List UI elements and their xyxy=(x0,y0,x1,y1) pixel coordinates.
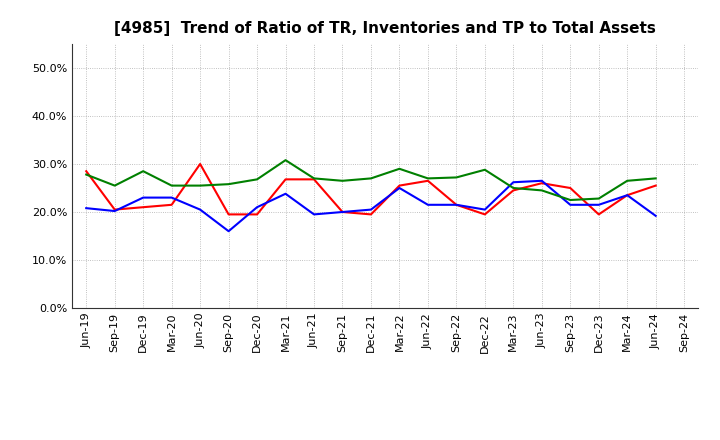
Line: Inventories: Inventories xyxy=(86,181,656,231)
Inventories xyxy=(167,195,176,200)
Trade Receivables xyxy=(338,209,347,215)
Trade Payables xyxy=(139,169,148,174)
Inventories xyxy=(310,212,318,217)
Trade Receivables xyxy=(366,212,375,217)
Trade Payables xyxy=(110,183,119,188)
Trade Receivables xyxy=(395,183,404,188)
Trade Payables xyxy=(652,176,660,181)
Inventories xyxy=(82,205,91,211)
Trade Payables xyxy=(423,176,432,181)
Inventories xyxy=(652,213,660,219)
Inventories xyxy=(537,178,546,183)
Trade Payables xyxy=(167,183,176,188)
Inventories xyxy=(338,209,347,215)
Trade Payables xyxy=(452,175,461,180)
Inventories xyxy=(196,207,204,212)
Line: Trade Payables: Trade Payables xyxy=(86,160,656,200)
Inventories xyxy=(566,202,575,207)
Trade Payables xyxy=(595,196,603,201)
Trade Receivables xyxy=(110,207,119,212)
Trade Receivables xyxy=(566,185,575,191)
Inventories xyxy=(452,202,461,207)
Trade Payables xyxy=(366,176,375,181)
Trade Receivables xyxy=(480,212,489,217)
Trade Payables xyxy=(225,182,233,187)
Inventories xyxy=(423,202,432,207)
Trade Payables xyxy=(253,177,261,182)
Trade Receivables xyxy=(82,169,91,174)
Trade Receivables xyxy=(253,212,261,217)
Trade Payables xyxy=(82,172,91,177)
Trade Receivables xyxy=(537,180,546,186)
Inventories xyxy=(623,193,631,198)
Trade Payables xyxy=(623,178,631,183)
Line: Trade Receivables: Trade Receivables xyxy=(86,164,656,214)
Trade Payables xyxy=(196,183,204,188)
Inventories xyxy=(480,207,489,212)
Trade Payables xyxy=(282,158,290,163)
Trade Receivables xyxy=(623,193,631,198)
Trade Payables xyxy=(310,176,318,181)
Trade Payables xyxy=(395,166,404,172)
Trade Payables xyxy=(509,185,518,191)
Trade Payables xyxy=(480,167,489,172)
Inventories xyxy=(253,205,261,210)
Trade Receivables xyxy=(225,212,233,217)
Trade Receivables xyxy=(452,202,461,207)
Inventories xyxy=(139,195,148,200)
Trade Receivables xyxy=(595,212,603,217)
Trade Receivables xyxy=(282,177,290,182)
Inventories xyxy=(395,185,404,191)
Inventories xyxy=(282,191,290,196)
Trade Receivables xyxy=(310,177,318,182)
Trade Receivables xyxy=(196,161,204,167)
Trade Receivables xyxy=(423,178,432,183)
Trade Receivables xyxy=(509,188,518,193)
Inventories xyxy=(225,228,233,234)
Trade Receivables xyxy=(167,202,176,207)
Trade Payables xyxy=(537,188,546,193)
Trade Payables xyxy=(338,178,347,183)
Trade Payables xyxy=(566,198,575,203)
Trade Receivables xyxy=(652,183,660,188)
Trade Receivables xyxy=(139,205,148,210)
Title: [4985]  Trend of Ratio of TR, Inventories and TP to Total Assets: [4985] Trend of Ratio of TR, Inventories… xyxy=(114,21,656,36)
Inventories xyxy=(509,180,518,185)
Inventories xyxy=(595,202,603,207)
Inventories xyxy=(110,209,119,214)
Inventories xyxy=(366,207,375,212)
